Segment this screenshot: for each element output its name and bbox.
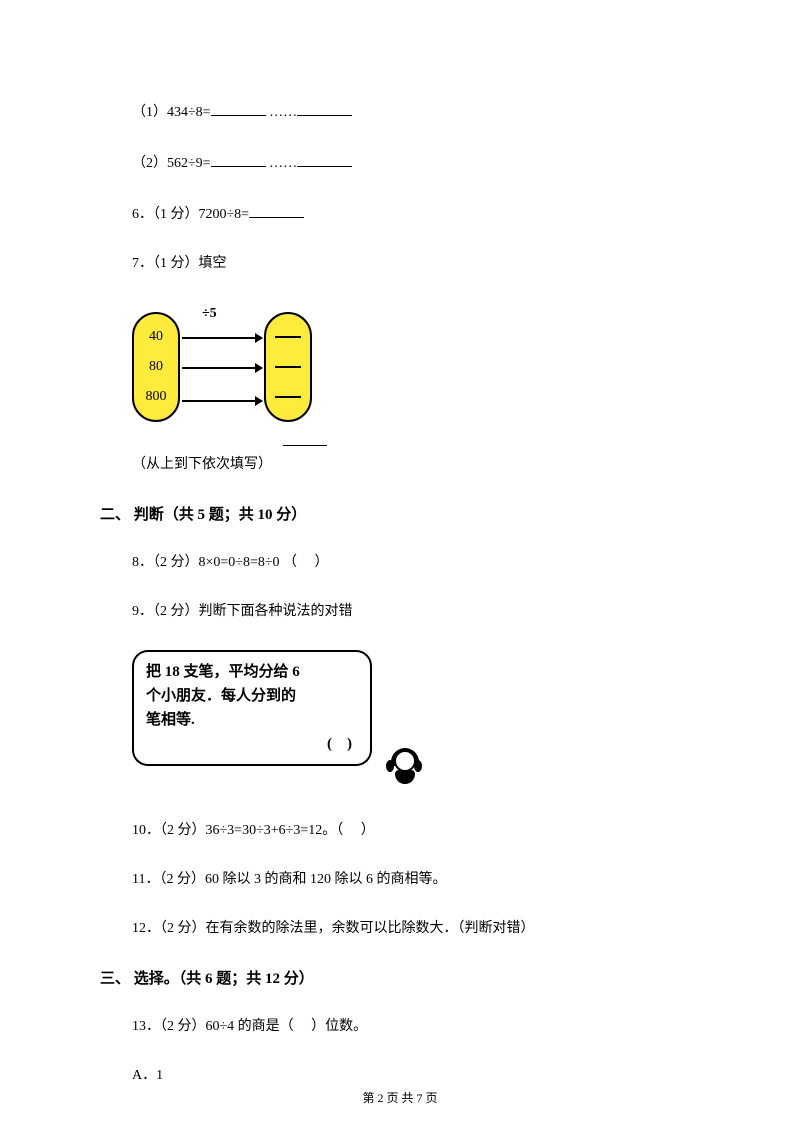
question-13-a: A．1 <box>100 1065 700 1086</box>
question-5-1: （1）434÷8= …… <box>100 100 700 123</box>
q13-text: 13．（2 分）60÷4 的商是（ ）位数。 <box>132 1019 367 1034</box>
q6-text: 6．（1 分）7200÷8= <box>132 207 249 222</box>
blank-line <box>275 396 301 398</box>
statement-textbox: 把 18 支笔，平均分给 6 个小朋友．每人分到的 笔相等. ( ) <box>132 650 372 766</box>
q9-text: 9．（2 分）判断下面各种说法的对错 <box>132 604 353 619</box>
girl-icon <box>386 748 422 784</box>
arrow-icon <box>182 337 262 339</box>
small-blank <box>283 445 327 446</box>
blank <box>297 151 352 167</box>
question-7: 7．（1 分）填空 <box>100 253 700 274</box>
question-13: 13．（2 分）60÷4 的商是（ ）位数。 <box>100 1016 700 1037</box>
textbox-container: 把 18 支笔，平均分给 6 个小朋友．每人分到的 笔相等. ( ) <box>132 650 412 766</box>
question-6: 6．（1 分）7200÷8= <box>100 202 700 225</box>
blank-line <box>275 366 301 368</box>
question-7-note: （从上到下依次填写） <box>100 454 700 475</box>
divide-diagram: ÷5 40 80 800 <box>132 302 312 422</box>
diagram-container: ÷5 40 80 800 <box>132 302 700 422</box>
textbox-paren: ( ) <box>146 732 358 756</box>
question-10: 10．（2 分）36÷3=30÷3+6÷3=12。（ ） <box>100 820 700 841</box>
question-11: 11．（2 分）60 除以 3 的商和 120 除以 6 的商相等。 <box>100 869 700 890</box>
arrow-icon <box>182 367 262 369</box>
q5-1-sep: …… <box>269 105 297 120</box>
section-3-header: 三、 选择。（共 6 题；共 12 分） <box>100 967 700 988</box>
question-12: 12．（2 分）在有余数的除法里，余数可以比除数大．（判断对错） <box>100 918 700 939</box>
input-pill: 40 80 800 <box>132 312 180 422</box>
arrow-icon <box>182 400 262 402</box>
question-8: 8．（2 分）8×0=0÷8=8÷0 （ ） <box>100 552 700 573</box>
q7-note-text: （从上到下依次填写） <box>132 457 272 472</box>
blank-line <box>275 336 301 338</box>
blank <box>249 202 304 218</box>
q7-text: 7．（1 分）填空 <box>132 256 227 271</box>
q10-text: 10．（2 分）36÷3=30÷3+6÷3=12。（ ） <box>132 823 375 838</box>
blank <box>297 100 352 116</box>
textbox-line-2: 个小朋友．每人分到的 <box>146 684 358 708</box>
page-footer: 第 2 页 共 7 页 <box>0 1089 800 1106</box>
question-5-2: （2）562÷9= …… <box>100 151 700 174</box>
q5-1-prefix: （1）434÷8= <box>132 105 211 120</box>
section-2-header: 二、 判断（共 5 题；共 10 分） <box>100 503 700 524</box>
pill-value-3: 800 <box>146 389 167 405</box>
pill-value-1: 40 <box>149 329 163 345</box>
blank <box>211 151 266 167</box>
textbox-line-1: 把 18 支笔，平均分给 6 <box>146 660 358 684</box>
q8-text: 8．（2 分）8×0=0÷8=8÷0 （ ） <box>132 555 329 570</box>
divide-label: ÷5 <box>202 306 217 322</box>
blank <box>211 100 266 116</box>
output-pill <box>264 312 312 422</box>
textbox-line-3: 笔相等. <box>146 708 358 732</box>
q11-text: 11．（2 分）60 除以 3 的商和 120 除以 6 的商相等。 <box>132 872 446 887</box>
q5-2-prefix: （2）562÷9= <box>132 156 211 171</box>
question-9: 9．（2 分）判断下面各种说法的对错 <box>100 601 700 622</box>
q13a-text: A．1 <box>132 1068 163 1083</box>
pill-value-2: 80 <box>149 359 163 375</box>
q12-text: 12．（2 分）在有余数的除法里，余数可以比除数大．（判断对错） <box>132 921 535 936</box>
q5-2-sep: …… <box>269 156 297 171</box>
